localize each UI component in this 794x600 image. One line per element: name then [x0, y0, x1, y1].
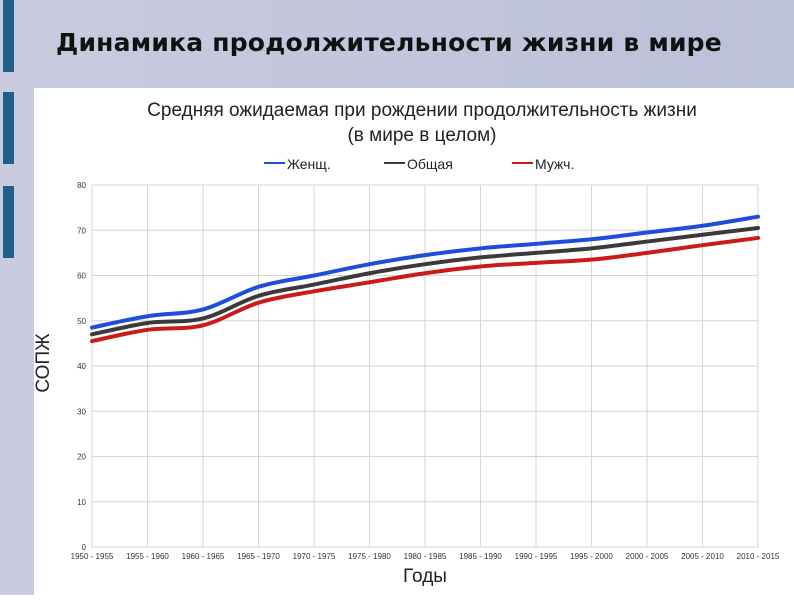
y-tick-label: 20	[77, 453, 86, 462]
x-tick-label: 1980 - 1985	[404, 552, 447, 561]
x-tick-label: 1975 - 1980	[348, 552, 391, 561]
y-tick-label: 80	[77, 181, 86, 190]
x-tick-label: 1955 - 1960	[126, 552, 169, 561]
series-lines	[90, 214, 760, 344]
y-tick-label: 40	[77, 362, 86, 371]
x-tick-label: 1960 - 1965	[182, 552, 225, 561]
series-line	[90, 214, 760, 330]
ticks: 0 10 20 30 40 50 60 70 80 1950 - 1955 1955 - 1960 1…	[71, 181, 780, 561]
x-tick-label: 1970 - 1975	[293, 552, 336, 561]
x-tick-label: 2010 - 2015	[737, 552, 780, 561]
y-tick-label: 50	[77, 317, 86, 326]
y-tick-label: 60	[77, 272, 86, 281]
y-tick-label: 10	[77, 498, 86, 507]
accent-bar	[3, 0, 14, 72]
x-tick-label: 2000 - 2005	[626, 552, 669, 561]
series-line	[90, 235, 760, 344]
y-tick-label: 70	[77, 226, 86, 235]
legend-label: Женщ.	[287, 156, 331, 172]
y-tick-label: 30	[77, 407, 86, 416]
chart-panel: Средняя ожидаемая при рождении продолжит…	[33, 88, 794, 595]
slide-title: Динамика продолжительности жизни в мире	[56, 28, 722, 57]
x-tick-label: 1995 - 2000	[570, 552, 613, 561]
chart-subtitle: (в мире в целом)	[347, 125, 496, 146]
x-tick-label: 1990 - 1995	[515, 552, 558, 561]
x-tick-label: 1985 - 1990	[459, 552, 502, 561]
chart-title: Средняя ожидаемая при рождении продолжит…	[147, 100, 697, 121]
y-tick-label: 0	[82, 543, 87, 552]
x-axis-label: Годы	[403, 566, 447, 587]
life-expectancy-chart: Средняя ожидаемая при рождении продолжит…	[33, 100, 780, 587]
legend-label: Общая	[407, 156, 453, 172]
series-line	[90, 225, 760, 337]
legend-label: Мужч.	[535, 156, 574, 172]
y-axis-label: СОПЖ	[34, 333, 54, 393]
accent-bar	[3, 92, 14, 164]
x-tick-label: 2005 - 2010	[681, 552, 724, 561]
accent-bar	[3, 186, 14, 258]
legend: Женщ. Общая Мужч.	[264, 156, 574, 172]
grid	[91, 184, 759, 548]
x-tick-label: 1950 - 1955	[71, 552, 114, 561]
x-tick-label: 1965 - 1970	[237, 552, 280, 561]
